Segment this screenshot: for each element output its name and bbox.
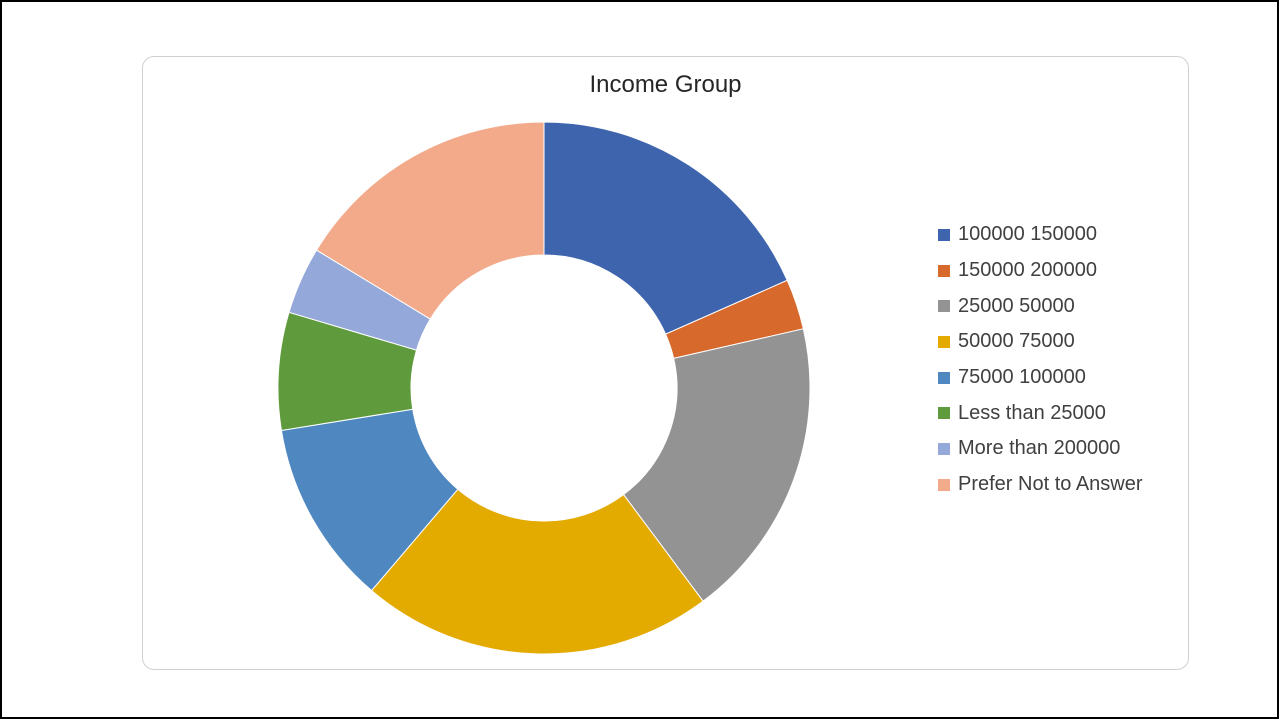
legend-item: 100000 150000 [938, 217, 1143, 253]
legend-label: 25000 50000 [958, 295, 1075, 318]
legend-swatch [938, 336, 950, 348]
chart-legend: 100000 150000 150000 200000 25000 50000 500… [938, 217, 1143, 503]
legend-item: 25000 50000 [938, 288, 1143, 324]
legend-swatch [938, 443, 950, 455]
legend-swatch [938, 479, 950, 491]
legend-label: 100000 150000 [958, 223, 1097, 246]
legend-swatch [938, 229, 950, 241]
legend-label: More than 200000 [958, 437, 1120, 460]
legend-item: 150000 200000 [938, 253, 1143, 289]
legend-label: Less than 25000 [958, 402, 1106, 425]
legend-swatch [938, 265, 950, 277]
legend-item: Prefer Not to Answer [938, 467, 1143, 503]
legend-item: 50000 75000 [938, 324, 1143, 360]
legend-label: 75000 100000 [958, 366, 1086, 389]
legend-label: 150000 200000 [958, 259, 1097, 282]
legend-label: 50000 75000 [958, 330, 1075, 353]
legend-item: Less than 25000 [938, 395, 1143, 431]
legend-swatch [938, 407, 950, 419]
legend-label: Prefer Not to Answer [958, 473, 1143, 496]
legend-swatch [938, 372, 950, 384]
chart-area: Income Group 100000 150000 150000 200000 2… [142, 56, 1189, 670]
legend-item: More than 200000 [938, 431, 1143, 467]
legend-item: 75000 100000 [938, 360, 1143, 396]
donut-slices [278, 122, 810, 654]
legend-swatch [938, 300, 950, 312]
